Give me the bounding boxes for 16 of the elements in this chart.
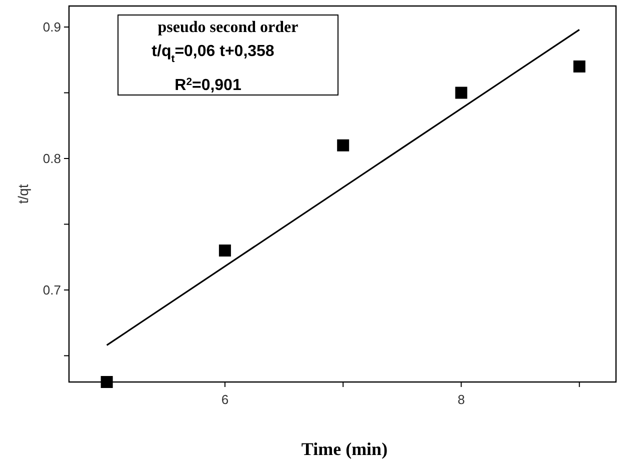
y-axis-title: t/qt (15, 184, 31, 204)
x-axis-title: Time (min) (301, 439, 388, 459)
x-tick-label: 8 (458, 392, 465, 407)
point (573, 60, 586, 72)
annotation: pseudo second order (158, 19, 298, 36)
y-tick-label: 0.7 (42, 282, 61, 298)
y-tick-label: 0.9 (42, 20, 61, 35)
point (337, 139, 350, 152)
text-box: pseudo second order t/q$_{t}$=0,06 t+0,358 R$^{2}$=0,901 (118, 14, 338, 96)
annotation: R$^{2}$=0,901 (174, 76, 242, 94)
point (100, 376, 113, 388)
x-tick-label: 6 (221, 392, 229, 407)
y-tick-label: 0.8 (42, 151, 61, 166)
point (455, 86, 468, 99)
annotation: t/q$_{t}$=0,06 t+0,358 (152, 43, 274, 64)
point (218, 244, 231, 257)
